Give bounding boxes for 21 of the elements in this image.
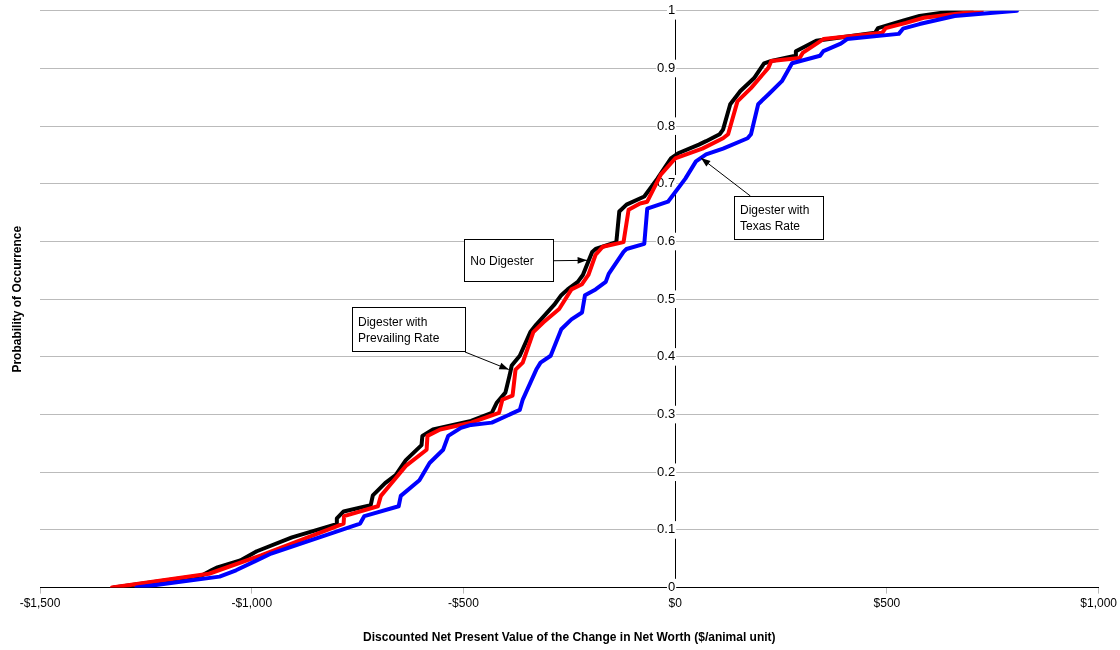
x-tick-label: -$1,500 [19, 596, 61, 611]
y-axis-title: Probability of Occurrence [10, 225, 25, 373]
y-tick-label: 0.6 [657, 233, 676, 249]
y-tick-label: 0.3 [657, 406, 676, 422]
y-tick-label: 0 [667, 579, 676, 595]
annotation: No Digester [470, 252, 535, 269]
y-tick-label: 0.1 [657, 521, 676, 537]
y-tick-label: 1 [667, 2, 676, 18]
y-tick-label: 0.4 [657, 348, 676, 364]
x-tick-label: $0 [668, 596, 683, 611]
annotation: Digester with Prevailing Rate [357, 313, 441, 346]
y-tick-label: 0.9 [657, 60, 676, 76]
annotation: Digester with Texas Rate [740, 201, 811, 234]
y-tick-label: 0.8 [657, 117, 676, 133]
x-tick-label: -$1,000 [231, 596, 273, 611]
x-axis-title: Discounted Net Present Value of the Change in Net Worth ($/animal unit) [363, 629, 776, 644]
x-tick-label: $500 [873, 596, 901, 611]
x-tick-label: $1,000 [1080, 596, 1118, 611]
y-tick-label: 0.2 [657, 463, 676, 479]
y-tick-label: 0.5 [657, 290, 676, 306]
x-tick-label: -$500 [448, 596, 480, 611]
